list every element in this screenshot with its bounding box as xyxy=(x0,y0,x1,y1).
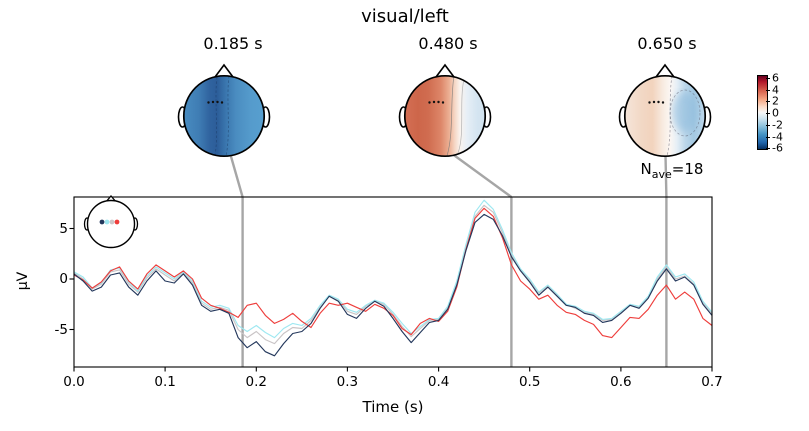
topomap-time-label-3: 0.650 s xyxy=(637,34,697,53)
sensor-dot-2 xyxy=(104,219,110,225)
x-tick-label: 0.5 xyxy=(518,374,541,390)
nave-subscript: ave xyxy=(651,168,672,181)
colorbar xyxy=(757,75,768,150)
axes-frame xyxy=(73,196,713,368)
sensor-dot-3 xyxy=(109,219,115,225)
x-tick-marks xyxy=(73,367,713,372)
y-tick-label: -5 xyxy=(54,321,68,338)
connector-line-3 xyxy=(664,154,668,198)
colorbar-tick xyxy=(766,136,770,138)
contour-line xyxy=(446,75,455,157)
colorbar-tick-label: -6 xyxy=(772,141,783,155)
contour-line xyxy=(666,75,673,157)
colorbar-tick-label: 2 xyxy=(772,94,779,108)
nose-icon xyxy=(214,63,234,78)
head-outline xyxy=(182,74,266,158)
colorbar-tick xyxy=(766,89,770,91)
connector-line-1 xyxy=(228,152,244,198)
figure-title: visual/left xyxy=(361,6,449,27)
x-tick-label: 0.1 xyxy=(154,374,176,390)
x-tick-label: 0.7 xyxy=(701,374,723,390)
colorbar-tick xyxy=(766,148,770,150)
contour-line xyxy=(214,76,218,156)
topomap-field-2 xyxy=(404,75,486,157)
topomap-1 xyxy=(177,63,271,158)
eeg-trace-channel-2 xyxy=(73,199,713,339)
contour-ellipse xyxy=(669,89,701,137)
colorbar-tick-label: 4 xyxy=(772,83,779,97)
colorbar-tick xyxy=(766,78,770,79)
nose-icon xyxy=(655,63,675,78)
x-tick-label: 0.4 xyxy=(427,374,450,390)
colorbar-tick-label: -2 xyxy=(772,118,783,132)
colorbar-tick-label: -4 xyxy=(772,130,783,143)
head-outline xyxy=(403,74,487,158)
colorbar-tick-label: 0 xyxy=(772,106,779,120)
eeg-traces-group xyxy=(73,199,713,357)
sensor-dots xyxy=(99,219,120,225)
topomap-time-label-2: 0.480 s xyxy=(418,34,478,53)
negative-focus-blob xyxy=(672,92,698,132)
topomap-sensor-dots xyxy=(207,100,224,104)
sensor-dot-1 xyxy=(99,219,105,225)
topomap-field-1 xyxy=(183,75,265,157)
topomap-2 xyxy=(398,63,492,158)
topomap-sensor-dots xyxy=(428,100,445,104)
x-tick-label: 0.3 xyxy=(336,374,359,390)
y-tick-marks xyxy=(69,227,74,331)
y-tick-label: 5 xyxy=(59,220,68,237)
y-axis-label: µV xyxy=(15,271,32,291)
contour-line xyxy=(225,75,230,157)
y-tick-label: 0 xyxy=(59,271,68,287)
topomap-field-3 xyxy=(624,75,706,157)
colorbar-tick xyxy=(766,113,770,115)
colorbar-tick xyxy=(766,124,770,126)
x-axis-label: Time (s) xyxy=(362,398,424,416)
contour-line xyxy=(457,78,465,154)
x-tick-label: 0.0 xyxy=(63,374,85,390)
topomap-sensor-dots xyxy=(648,100,665,104)
eeg-trace-channel-1 xyxy=(73,213,713,357)
eeg-trace-channel-3 xyxy=(73,204,713,345)
sensor-inset-head xyxy=(83,195,139,249)
colorbar-tick-label: 6 xyxy=(772,71,779,85)
sensor-dot-4 xyxy=(114,219,120,225)
x-tick-label: 0.2 xyxy=(245,374,268,390)
eeg-trace-channel-4 xyxy=(73,207,713,339)
colorbar-tick xyxy=(766,101,770,103)
nave-value: =18 xyxy=(671,160,704,178)
nave-label: Nave=18 xyxy=(640,160,704,181)
nose-icon xyxy=(435,63,455,78)
topomap-3 xyxy=(618,63,712,158)
head-outline xyxy=(623,74,707,158)
x-tick-label: 0.6 xyxy=(610,374,632,390)
topomap-time-label-1: 0.185 s xyxy=(203,34,263,53)
connector-line-2 xyxy=(450,152,513,198)
